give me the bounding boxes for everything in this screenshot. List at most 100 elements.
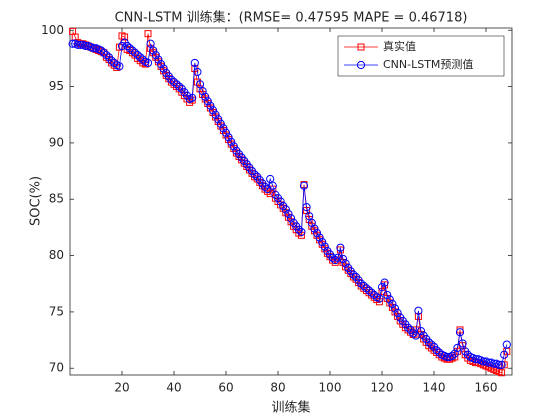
marker — [448, 351, 457, 360]
marker — [102, 50, 111, 60]
marker — [97, 46, 106, 55]
marker — [201, 92, 210, 101]
marker — [390, 304, 400, 313]
marker — [383, 290, 392, 300]
marker — [377, 283, 387, 292]
marker — [331, 255, 340, 265]
marker — [169, 77, 179, 87]
legend-marker — [357, 43, 365, 51]
marker — [121, 33, 129, 41]
marker — [393, 308, 402, 318]
marker — [125, 44, 134, 53]
marker — [489, 359, 498, 368]
y-tick-label: 75 — [49, 304, 64, 318]
marker — [427, 340, 436, 349]
marker — [442, 352, 452, 362]
marker — [320, 242, 329, 251]
marker — [216, 119, 225, 128]
marker — [312, 228, 322, 238]
chart-title: CNN-LSTM 训练集：(RMSE= 0.47595 MAPE = 0.467… — [115, 10, 468, 26]
marker — [151, 50, 160, 60]
marker — [453, 343, 462, 353]
marker — [190, 58, 199, 68]
x-tick-label: 60 — [218, 381, 233, 395]
marker — [154, 55, 163, 64]
marker — [310, 224, 319, 233]
marker — [286, 214, 296, 223]
marker — [414, 306, 423, 315]
marker — [409, 329, 418, 338]
y-tick-label: 95 — [49, 79, 64, 93]
marker — [227, 137, 236, 146]
marker — [357, 279, 366, 288]
y-tick-label: 85 — [49, 192, 64, 206]
marker — [315, 233, 324, 242]
marker — [175, 82, 184, 91]
y-axis-label: SOC(%) — [29, 176, 44, 226]
marker — [115, 43, 123, 51]
marker — [221, 128, 231, 137]
marker — [349, 270, 358, 279]
marker — [380, 278, 389, 287]
marker — [193, 67, 202, 77]
x-tick-label: 120 — [371, 381, 394, 395]
marker — [385, 295, 394, 304]
marker — [341, 259, 350, 268]
marker — [206, 101, 215, 110]
y-tick-label: 100 — [41, 23, 64, 37]
y-tick-label: 80 — [49, 248, 64, 262]
marker — [123, 41, 132, 51]
marker — [130, 48, 140, 57]
marker — [133, 50, 142, 60]
marker — [208, 106, 218, 115]
marker — [364, 286, 374, 295]
marker — [362, 284, 371, 293]
marker — [338, 254, 348, 264]
marker — [172, 80, 181, 89]
marker — [128, 46, 137, 55]
marker — [302, 203, 311, 212]
marker — [149, 46, 158, 55]
y-tick-label: 70 — [49, 361, 64, 375]
marker — [229, 142, 238, 151]
legend-box — [337, 35, 505, 77]
marker — [318, 237, 327, 247]
marker — [328, 253, 337, 262]
x-tick-label: 80 — [270, 381, 285, 395]
marker — [388, 299, 397, 309]
marker — [193, 78, 201, 86]
marker — [479, 357, 488, 366]
legend-label: 真实值 — [383, 39, 416, 53]
marker — [219, 124, 228, 133]
marker — [336, 243, 345, 252]
marker — [260, 182, 270, 191]
marker — [276, 197, 285, 206]
marker — [297, 227, 306, 237]
marker — [284, 209, 293, 218]
x-tick-label: 140 — [423, 381, 446, 395]
x-tick-label: 40 — [166, 381, 181, 395]
marker — [76, 40, 85, 49]
marker — [455, 328, 465, 337]
legend-label: CNN-LSTM预测值 — [383, 58, 473, 71]
marker — [188, 93, 197, 102]
x-axis-label: 训练集 — [271, 400, 310, 416]
marker — [299, 181, 309, 190]
marker — [89, 44, 98, 53]
x-tick-label: 20 — [114, 381, 129, 395]
plot-area — [69, 27, 513, 376]
marker — [144, 30, 152, 38]
marker — [156, 59, 166, 69]
marker — [424, 338, 433, 347]
y-tick-label: 90 — [49, 135, 64, 149]
marker — [359, 281, 368, 291]
marker — [159, 64, 168, 73]
marker — [250, 170, 259, 179]
marker — [136, 53, 145, 62]
marker — [375, 294, 384, 303]
marker — [471, 355, 480, 364]
marker — [81, 41, 90, 51]
marker — [99, 48, 108, 57]
marker — [416, 326, 426, 336]
marker — [484, 358, 493, 367]
